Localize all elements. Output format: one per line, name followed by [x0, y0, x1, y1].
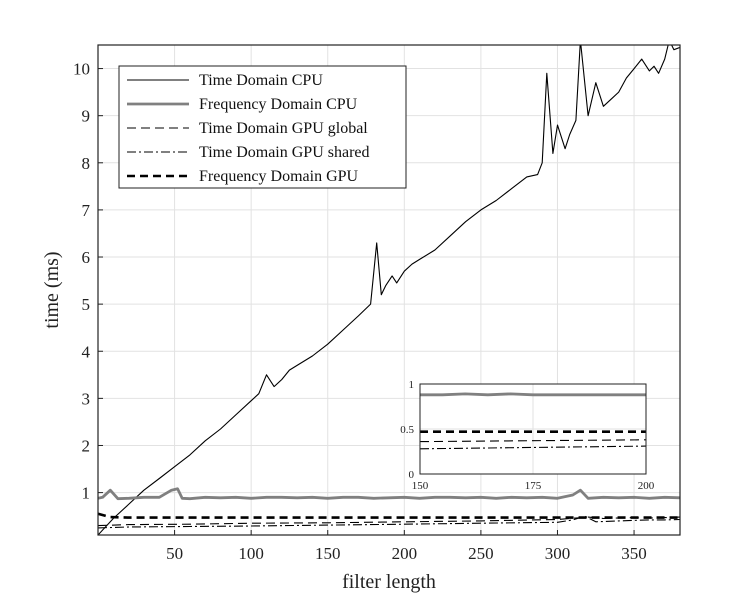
series-line-2 [98, 487, 680, 501]
y-tick-label: 7 [82, 201, 91, 220]
inset-series-line-1 [420, 392, 646, 397]
inset-series-line-4 [419, 445, 647, 450]
y-tick-label: 6 [82, 248, 91, 267]
y-tick-label: 4 [82, 342, 91, 361]
series-line-5 [98, 512, 680, 519]
x-tick-label: 300 [545, 544, 571, 563]
legend-box [118, 65, 407, 189]
inset-x-tick-label: 200 [638, 480, 655, 492]
x-tick-label: 200 [392, 544, 418, 563]
x-tick-label: 150 [315, 544, 341, 563]
x-axis-ticks: 50 100 150 200 250 300 350 [166, 530, 647, 563]
series-line-1 [98, 45, 680, 535]
inset-y-tick-label: 1 [409, 379, 415, 391]
legend-label: Time Domain GPU shared [199, 144, 370, 161]
y-tick-label: 8 [82, 154, 91, 173]
inset-series-line-3 [419, 439, 647, 443]
y-axis-ticks: 1 2 3 4 5 6 7 8 9 10 [73, 60, 103, 503]
inset-frame [419, 383, 647, 475]
legend-label: Time Domain GPU global [199, 120, 368, 137]
legend-label: Frequency Domain GPU [199, 168, 359, 185]
y-tick-label: 5 [82, 295, 91, 314]
main-series [98, 45, 680, 535]
series-line-4 [98, 515, 680, 529]
inset-y-tick-label: 0 [409, 469, 415, 481]
y-axis-label: time (ms) [41, 251, 63, 328]
legend: Time Domain CPU Frequency Domain CPU Time … [118, 65, 407, 189]
plot-frame [97, 44, 681, 536]
x-tick-label: 50 [166, 544, 183, 563]
legend-label: Frequency Domain CPU [199, 96, 358, 113]
y-tick-label: 1 [82, 484, 91, 503]
y-tick-label: 10 [73, 60, 90, 79]
x-tick-label: 250 [468, 544, 494, 563]
x-tick-label: 100 [238, 544, 264, 563]
inset-x-tick-label: 175 [525, 480, 542, 492]
legend-label: Time Domain CPU [199, 72, 323, 89]
y-tick-label: 9 [82, 107, 91, 126]
inset-x-tick-label: 150 [412, 480, 429, 492]
inset-chart: 150 175 200 0 0.5 1 [400, 379, 655, 492]
y-tick-label: 3 [82, 389, 91, 408]
x-tick-label: 350 [621, 544, 647, 563]
inset-y-tick-label: 0.5 [400, 424, 414, 436]
x-axis-label: filter length [342, 571, 436, 593]
y-tick-label: 2 [82, 436, 91, 455]
